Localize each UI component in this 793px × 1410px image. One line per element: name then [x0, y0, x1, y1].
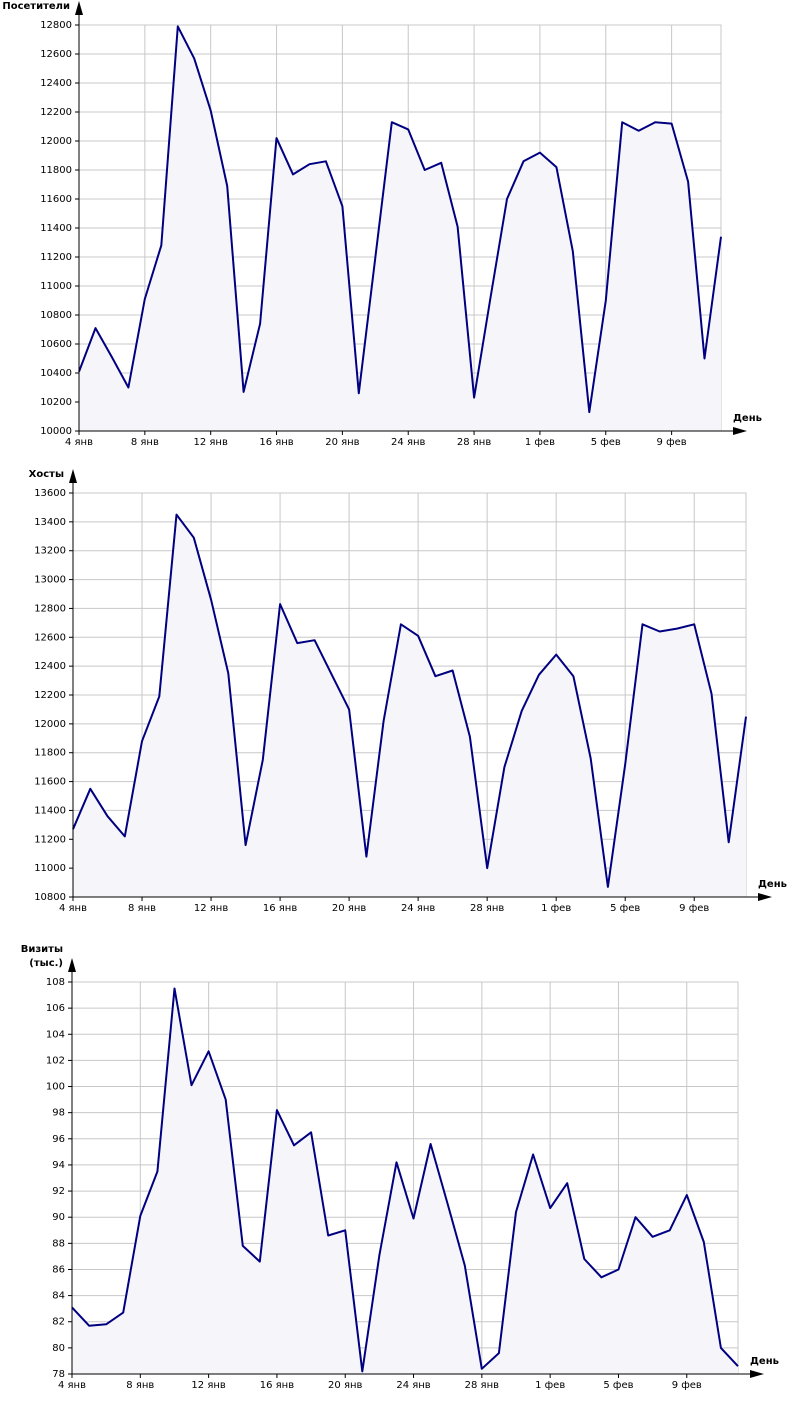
- y-tick-label: 11000: [40, 281, 72, 292]
- x-tick-label: 16 янв: [260, 1380, 294, 1391]
- y-tick-label: 94: [52, 1160, 65, 1171]
- y-axis-title: Посетители: [2, 1, 70, 12]
- y-tick-label: 106: [46, 1003, 65, 1014]
- x-tick-label: 4 янв: [65, 437, 93, 448]
- y-tick-label: 10600: [40, 339, 72, 350]
- y-tick-label: 90: [52, 1212, 65, 1223]
- y-tick-label: 10200: [40, 397, 72, 408]
- y-tick-label: 92: [52, 1186, 65, 1197]
- y-tick-label: 11800: [34, 748, 66, 759]
- x-axis-title: День: [750, 1356, 779, 1367]
- x-tick-label: 4 янв: [59, 903, 87, 914]
- y-tick-label: 10800: [34, 892, 66, 903]
- x-tick-label: 5 фев: [610, 903, 640, 914]
- y-tick-label: 12800: [34, 603, 66, 614]
- x-tick-label: 12 янв: [194, 903, 228, 914]
- x-tick-label: 5 фев: [603, 1380, 633, 1391]
- y-tick-label: 10000: [40, 426, 72, 437]
- y-tick-label: 12200: [34, 690, 66, 701]
- x-tick-label: 1 фев: [535, 1380, 565, 1391]
- y-tick-label: 13600: [34, 488, 66, 499]
- y-tick-label: 11400: [34, 805, 66, 816]
- y-axis-title: Хосты: [29, 469, 64, 480]
- y-tick-label: 12600: [34, 632, 66, 643]
- y-tick-label: 12000: [40, 136, 72, 147]
- y-tick-label: 13000: [34, 575, 66, 586]
- x-axis-arrow: [758, 893, 772, 901]
- y-tick-label: 104: [46, 1029, 65, 1040]
- x-tick-label: 28 янв: [457, 437, 491, 448]
- y-tick-label: 98: [52, 1108, 65, 1119]
- y-tick-label: 11200: [34, 834, 66, 845]
- x-axis-arrow: [733, 427, 747, 435]
- y-tick-label: 11800: [40, 165, 72, 176]
- x-tick-label: 8 янв: [128, 903, 156, 914]
- y-axis-title: (тыс.): [29, 958, 63, 969]
- x-axis-title: День: [733, 413, 762, 424]
- x-tick-label: 9 фев: [672, 1380, 702, 1391]
- y-axis-arrow: [69, 469, 77, 483]
- x-axis-title: День: [758, 879, 787, 890]
- y-tick-label: 11600: [40, 194, 72, 205]
- y-tick-label: 84: [52, 1291, 65, 1302]
- y-tick-label: 10800: [40, 310, 72, 321]
- x-tick-label: 24 янв: [396, 1380, 430, 1391]
- x-tick-label: 28 янв: [465, 1380, 499, 1391]
- y-tick-label: 11200: [40, 252, 72, 263]
- x-tick-label: 20 янв: [325, 437, 359, 448]
- y-tick-label: 96: [52, 1134, 65, 1145]
- x-tick-label: 12 янв: [194, 437, 228, 448]
- y-tick-label: 12800: [40, 20, 72, 31]
- y-tick-label: 78: [52, 1369, 65, 1380]
- x-tick-label: 8 янв: [126, 1380, 154, 1391]
- y-tick-label: 13400: [34, 517, 66, 528]
- y-tick-label: 12000: [34, 719, 66, 730]
- y-tick-label: 80: [52, 1343, 65, 1354]
- x-tick-label: 4 янв: [58, 1380, 86, 1391]
- line: [71, 987, 739, 1373]
- area-fill: [72, 988, 738, 1374]
- y-tick-label: 13200: [34, 546, 66, 557]
- x-tick-label: 8 янв: [131, 437, 159, 448]
- y-tick-label: 10400: [40, 368, 72, 379]
- y-tick-label: 102: [46, 1055, 65, 1066]
- x-tick-label: 1 фев: [525, 437, 555, 448]
- x-tick-label: 28 янв: [470, 903, 504, 914]
- y-axis-arrow: [68, 958, 76, 972]
- y-tick-label: 108: [46, 977, 65, 988]
- x-tick-label: 16 янв: [263, 903, 297, 914]
- x-tick-label: 24 янв: [391, 437, 425, 448]
- y-tick-label: 11600: [34, 777, 66, 788]
- x-axis-arrow: [750, 1370, 764, 1378]
- y-tick-label: 11000: [34, 863, 66, 874]
- y-axis-arrow: [75, 1, 83, 15]
- x-tick-label: 20 янв: [328, 1380, 362, 1391]
- y-tick-label: 12200: [40, 107, 72, 118]
- area-fill: [79, 26, 721, 432]
- y-tick-label: 12400: [40, 78, 72, 89]
- x-tick-label: 9 фев: [657, 437, 687, 448]
- y-tick-label: 12600: [40, 49, 72, 60]
- line: [78, 25, 722, 414]
- y-tick-label: 11400: [40, 223, 72, 234]
- x-tick-label: 1 фев: [541, 903, 571, 914]
- line: [72, 513, 747, 888]
- x-tick-label: 12 янв: [191, 1380, 225, 1391]
- x-tick-label: 9 фев: [679, 903, 709, 914]
- y-tick-label: 82: [52, 1317, 65, 1328]
- y-tick-label: 12400: [34, 661, 66, 672]
- x-tick-label: 16 янв: [259, 437, 293, 448]
- y-tick-label: 100: [46, 1082, 65, 1093]
- y-tick-label: 88: [52, 1238, 65, 1249]
- y-axis-title: Визиты: [21, 944, 63, 955]
- x-tick-label: 5 фев: [591, 437, 621, 448]
- y-tick-label: 86: [52, 1264, 65, 1275]
- x-tick-label: 20 янв: [332, 903, 366, 914]
- x-tick-label: 24 янв: [401, 903, 435, 914]
- area-fill: [73, 514, 746, 897]
